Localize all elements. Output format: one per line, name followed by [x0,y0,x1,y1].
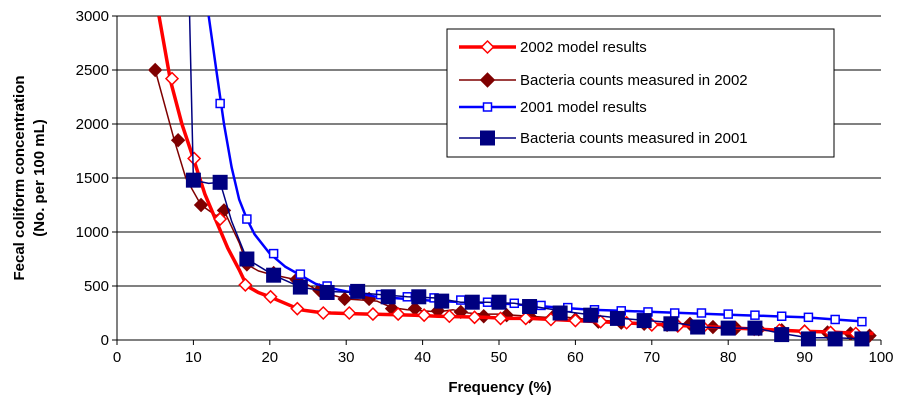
data-point [193,197,209,213]
x-tick-label: 40 [414,349,431,366]
data-point [568,313,583,328]
data-point [774,327,790,343]
series-line [188,15,862,340]
data-point [337,291,352,307]
data-point [238,277,253,292]
data-point [696,308,707,318]
data-point [239,251,255,267]
data-point [857,316,867,327]
data-point [164,71,180,86]
data-point [723,309,733,319]
legend-marker-filled-square [480,130,495,146]
data-point [442,309,457,324]
legend-label-2002-measured: Bacteria counts measured in 2002 [520,72,748,89]
data-point [213,211,228,227]
data-point [552,305,568,321]
legend-item-2002-measured: Bacteria counts measured in 2002 [459,72,748,89]
legend-marker-open-square [482,102,493,112]
legend-label-2002-model: 2002 model results [520,39,647,56]
x-tick-label: 100 [868,349,893,366]
legend-box [446,28,835,158]
data-point [491,294,507,310]
y-tick-label: 500 [84,278,109,295]
data-point [663,316,679,332]
data-point [583,307,599,323]
data-point [365,307,381,322]
x-tick-label: 50 [491,349,508,366]
x-tick-label: 20 [261,349,278,366]
data-point [266,267,282,283]
data-point [147,62,163,78]
data-point [776,311,787,321]
y-tick-label: 1000 [76,224,109,241]
data-point [669,308,680,318]
legend: 2002 model results Bacteria counts measu… [446,28,835,158]
x-tick-label: 0 [113,349,121,366]
data-point [434,293,450,309]
data-point [319,284,335,300]
data-point [747,320,763,336]
y-tick-label: 2500 [76,62,109,79]
legend-label-2001-measured: Bacteria counts measured in 2001 [520,130,748,147]
data-point [295,269,306,279]
x-tick-label: 70 [643,349,660,366]
data-point [750,310,760,320]
x-tick-label: 60 [567,349,584,366]
x-tick-label: 90 [796,349,813,366]
series-layer [147,15,877,347]
data-point [690,319,706,335]
data-point [411,289,427,305]
y-axis-title-line-1: Fecal coliform concentration [11,75,28,280]
data-point [268,248,279,259]
data-point [290,301,305,316]
y-tick-label: 3000 [76,8,109,25]
legend-item-2002-model: 2002 model results [459,39,647,56]
data-point [827,331,843,347]
data-point [292,279,308,295]
x-tick-label: 80 [720,349,737,366]
data-point [518,311,533,326]
y-axis-title-line-2: (No. per 100 mL) [31,119,48,237]
data-point [800,331,816,347]
y-tick-label: 2000 [76,116,109,133]
data-point [467,310,482,325]
data-point [493,311,508,326]
data-point [263,289,278,304]
data-point [187,151,202,166]
y-tick-label: 1500 [76,170,109,187]
data-point [720,320,736,336]
legend-label-2001-model: 2001 model results [520,99,647,116]
data-point [609,310,625,326]
tick-labels: 0 500 1000 1500 2000 2500 3000 0 10 20 30 40 50 60 70 8… [76,8,894,366]
data-point [350,283,366,299]
legend-marker-filled-diamond [479,72,496,88]
legend-item-2001-model: 2001 model results [459,99,647,116]
data-point [854,331,870,347]
data-point [803,312,814,323]
data-point [464,294,480,310]
data-point [417,308,432,323]
data-point [242,214,252,224]
x-tick-label: 30 [338,349,355,366]
data-point [830,314,840,325]
data-point [380,289,396,305]
data-point [215,98,225,109]
data-point [316,305,331,321]
legend-item-2001-measured: Bacteria counts measured in 2001 [459,130,748,147]
legend-marker-open-diamond [480,39,495,55]
data-point [185,172,201,188]
data-point [522,299,538,315]
x-tick-label: 10 [185,349,202,366]
data-point [636,313,652,329]
y-tick-label: 0 [101,332,109,349]
data-point [342,305,357,321]
data-point [391,307,406,322]
x-axis-title: Frequency (%) [448,379,551,396]
data-point [170,132,186,148]
series-bacteria-counts-measured-in-2001 [185,15,870,347]
data-point [212,174,228,190]
